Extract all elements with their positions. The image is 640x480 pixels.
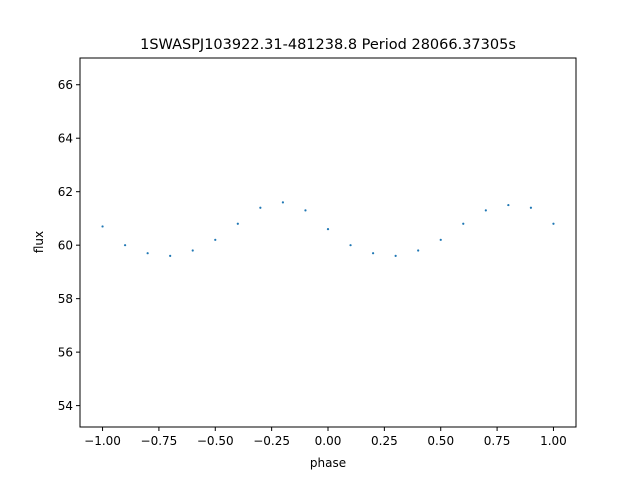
y-tick-label: 60: [58, 239, 73, 253]
data-point: [214, 238, 217, 241]
data-point: [439, 238, 442, 241]
data-point: [462, 222, 465, 225]
y-axis-label: flux: [32, 231, 46, 253]
data-point: [417, 249, 420, 252]
data-point: [371, 252, 375, 255]
data-point: [507, 203, 510, 207]
data-point: [394, 254, 397, 257]
data-point: [529, 206, 533, 209]
y-axis-ticks: 54 56 58 60 62 64 66: [58, 78, 80, 413]
x-axis-label: phase: [310, 456, 346, 470]
x-tick-label: 0.25: [371, 434, 398, 448]
data-points: [101, 201, 555, 257]
x-axis-ticks: −1.00 −0.75 −0.50 −0.25 0.00 0.25 0.50 0.75 1.00: [84, 427, 567, 448]
data-point: [236, 222, 239, 225]
data-point: [123, 244, 127, 247]
data-point: [552, 222, 555, 225]
data-point: [259, 206, 262, 209]
data-point: [169, 254, 172, 257]
y-tick-label: 66: [58, 78, 73, 92]
data-point: [281, 201, 285, 204]
y-tick-label: 62: [58, 185, 73, 199]
x-tick-label: −0.75: [141, 434, 178, 448]
data-point: [146, 252, 149, 255]
x-tick-label: −0.50: [197, 434, 234, 448]
data-point: [101, 225, 104, 228]
data-point: [304, 209, 307, 212]
y-tick-label: 54: [58, 399, 73, 413]
data-point: [484, 209, 487, 212]
x-tick-label: −1.00: [84, 434, 121, 448]
plot-frame: [79, 57, 577, 428]
x-tick-label: −0.25: [253, 434, 290, 448]
data-point: [326, 228, 330, 231]
chart-title: 1SWASPJ103922.31-481238.8 Period 28066.3…: [140, 37, 516, 53]
data-point: [191, 249, 194, 252]
x-tick-label: 0.75: [484, 434, 511, 448]
x-tick-label: 1.00: [540, 434, 567, 448]
y-tick-label: 56: [58, 346, 73, 360]
data-point: [349, 244, 352, 247]
x-tick-label: 0.50: [427, 434, 454, 448]
y-tick-label: 64: [58, 132, 73, 146]
x-tick-label: 0.00: [315, 434, 342, 448]
y-tick-label: 58: [58, 292, 73, 306]
